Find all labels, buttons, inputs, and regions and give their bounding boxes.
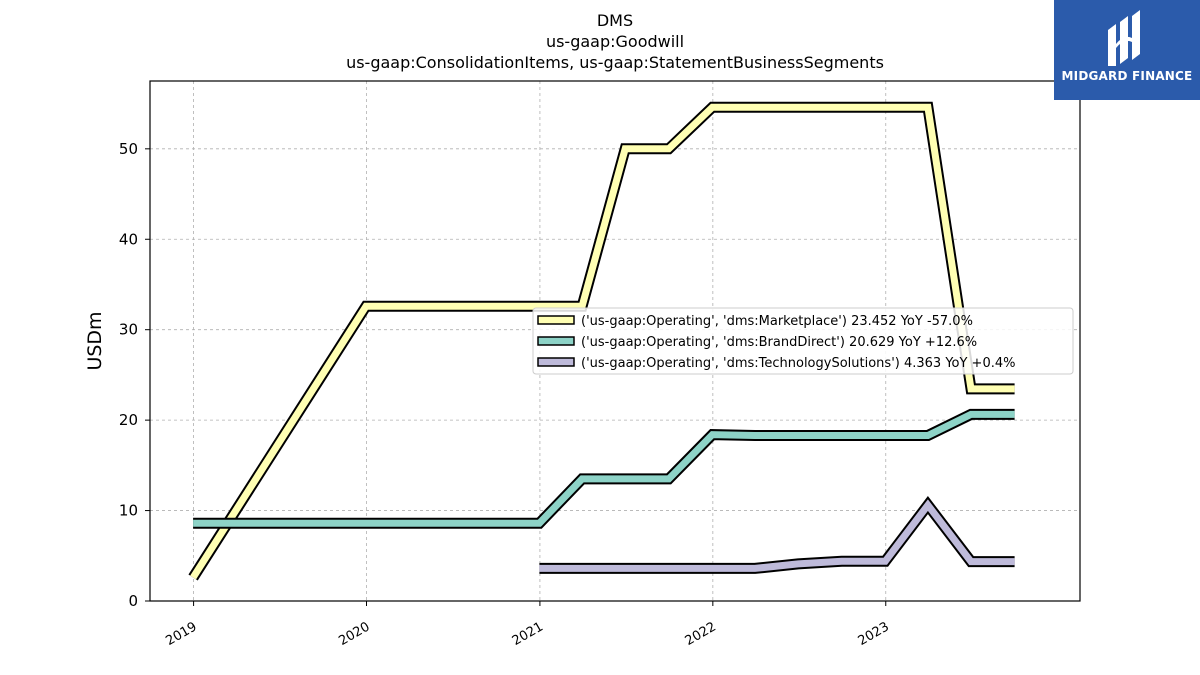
y-tick-label: 0 (128, 592, 138, 610)
series-line (539, 499, 1015, 572)
series-line-outline (193, 408, 1015, 529)
y-axis: 0 10 20 30 40 50 (119, 140, 150, 610)
x-tick-label: 2020 (336, 619, 372, 649)
legend-swatch (537, 336, 575, 346)
y-tick-label: 50 (119, 140, 138, 158)
plot-frame (149, 80, 1081, 602)
chart-title-line-1: DMS (597, 11, 633, 30)
y-tick-label: 30 (119, 321, 138, 339)
chart-title: DMS us-gaap:Goodwill us-gaap:Consolidati… (346, 11, 884, 72)
x-axis: 2019 2020 2021 2022 2023 (163, 601, 892, 649)
y-tick-label: 40 (119, 230, 138, 248)
midgard-finance-logo: MIDGARD FINANCE (1054, 0, 1200, 100)
series-line (193, 410, 1015, 527)
logo-wordmark: MIDGARD FINANCE (1061, 69, 1193, 83)
y-axis-label: USDm (84, 311, 106, 370)
legend-box (532, 307, 1074, 375)
x-tick-label: 2022 (683, 619, 719, 649)
legend-label: ('us-gaap:Operating', 'dms:BrandDirect')… (581, 335, 977, 350)
series-line (190, 103, 1015, 580)
legend-label: ('us-gaap:Operating', 'dms:Marketplace')… (581, 314, 973, 329)
series-line-outline (539, 496, 1015, 574)
series-lines (188, 101, 1015, 581)
y-tick-label: 20 (119, 411, 138, 429)
y-tick-label: 10 (119, 502, 138, 520)
x-tick-label: 2023 (856, 619, 892, 649)
midgard-finance-logo-icon (1108, 10, 1140, 66)
legend-swatch (537, 357, 575, 367)
chart-title-line-3: us-gaap:ConsolidationItems, us-gaap:Stat… (346, 53, 884, 72)
legend[interactable]: ('us-gaap:Operating', 'dms:Marketplace')… (532, 307, 1074, 375)
x-tick-label: 2019 (163, 619, 199, 649)
chart-title-line-2: us-gaap:Goodwill (546, 32, 684, 51)
legend-label: ('us-gaap:Operating', 'dms:TechnologySol… (581, 356, 1015, 371)
legend-swatch (537, 315, 575, 325)
x-tick-label: 2021 (510, 619, 546, 649)
